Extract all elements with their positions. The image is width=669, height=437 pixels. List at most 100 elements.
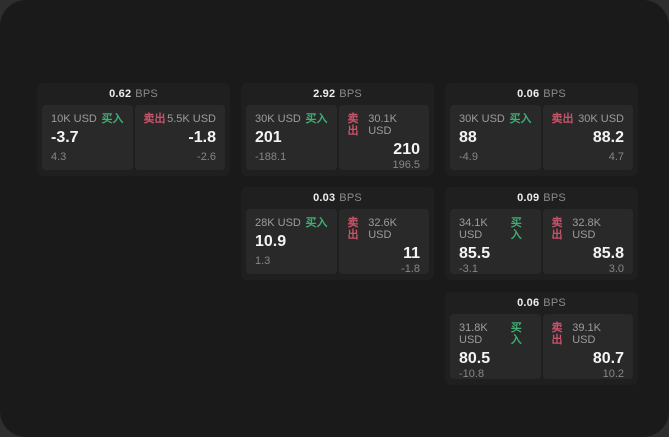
sell-tag: 卖出 bbox=[347, 217, 359, 241]
card-header: 0.06 BPS bbox=[445, 83, 638, 105]
quote-card: 0.06 BPS 31.8K USD 买入 80.5 -10.8 卖出 39.1… bbox=[445, 292, 638, 385]
sell-price: 85.8 bbox=[592, 245, 624, 262]
buy-meta-row: 31.8K USD 买入 bbox=[459, 322, 532, 346]
buy-delta: 4.3 bbox=[51, 151, 67, 163]
quote-card: 0.06 BPS 30K USD 买入 88 -4.9 卖出 30K USD 8… bbox=[445, 83, 638, 176]
buy-meta-row: 30K USD 买入 bbox=[459, 113, 532, 125]
sell-price: 88.2 bbox=[592, 129, 624, 146]
sell-size-label: 32.8K USD bbox=[572, 217, 601, 241]
bid-ask-panels: 34.1K USD 买入 85.5 -3.1 卖出 32.8K USD 85.8… bbox=[450, 209, 633, 275]
buy-tag: 买入 bbox=[305, 217, 328, 229]
sell-tag: 卖出 bbox=[551, 217, 563, 241]
buy-delta: -10.8 bbox=[459, 368, 485, 380]
sell-size-label: 32.6K USD bbox=[368, 217, 397, 241]
sell-meta-row: 卖出 32.8K USD bbox=[552, 217, 625, 241]
sell-size-label: 30.1K USD bbox=[368, 113, 397, 137]
bid-ask-panels: 30K USD 买入 88 -4.9 卖出 30K USD 88.2 4.7 bbox=[450, 105, 633, 170]
buy-tag: 买入 bbox=[101, 113, 124, 125]
buy-size-label: 30K USD bbox=[255, 113, 301, 125]
sell-tag: 卖出 bbox=[143, 113, 166, 125]
sell-meta-row: 卖出 30.1K USD bbox=[348, 113, 421, 137]
buy-meta-row: 34.1K USD 买入 bbox=[459, 217, 532, 241]
sell-panel[interactable]: 卖出 32.8K USD 85.8 3.0 bbox=[542, 209, 633, 275]
sell-panel[interactable]: 卖出 39.1K USD 80.7 10.2 bbox=[542, 314, 633, 380]
quote-card: 0.62 BPS 10K USD 买入 -3.7 4.3 卖出 5.5K USD… bbox=[37, 83, 230, 176]
buy-meta-row: 28K USD 买入 bbox=[255, 217, 328, 229]
buy-delta: -3.1 bbox=[459, 263, 478, 275]
buy-price: 85.5 bbox=[459, 245, 491, 262]
spread-bps-unit: BPS bbox=[135, 88, 158, 100]
sell-meta-row: 卖出 30K USD bbox=[552, 113, 625, 125]
spread-bps-value: 0.62 bbox=[109, 88, 132, 100]
buy-tag: 买入 bbox=[509, 113, 532, 125]
card-header: 0.09 BPS bbox=[445, 187, 638, 209]
sell-meta-row: 卖出 32.6K USD bbox=[348, 217, 421, 241]
spread-bps-unit: BPS bbox=[339, 88, 362, 100]
card-header: 0.62 BPS bbox=[37, 83, 230, 105]
bid-ask-panels: 31.8K USD 买入 80.5 -10.8 卖出 39.1K USD 80.… bbox=[450, 314, 633, 380]
sell-price: 210 bbox=[393, 141, 420, 158]
sell-meta-row: 卖出 5.5K USD bbox=[144, 113, 217, 125]
sell-delta: 4.7 bbox=[608, 151, 624, 163]
bid-ask-panels: 10K USD 买入 -3.7 4.3 卖出 5.5K USD -1.8 -2.… bbox=[42, 105, 225, 170]
bid-ask-panels: 30K USD 买入 201 -188.1 卖出 30.1K USD 210 1… bbox=[246, 105, 429, 171]
buy-meta-row: 30K USD 买入 bbox=[255, 113, 328, 125]
spread-bps-unit: BPS bbox=[543, 192, 566, 204]
sell-panel[interactable]: 卖出 30K USD 88.2 4.7 bbox=[542, 105, 633, 170]
buy-size-label: 31.8K USD bbox=[459, 322, 488, 346]
sell-panel[interactable]: 卖出 5.5K USD -1.8 -2.6 bbox=[134, 105, 225, 170]
buy-size-label: 28K USD bbox=[255, 217, 301, 229]
spread-bps-unit: BPS bbox=[543, 88, 566, 100]
buy-size-label: 34.1K USD bbox=[459, 217, 488, 241]
spread-bps-value: 0.09 bbox=[517, 192, 540, 204]
buy-delta: -4.9 bbox=[459, 151, 478, 163]
card-header: 0.06 BPS bbox=[445, 292, 638, 314]
sell-panel[interactable]: 卖出 30.1K USD 210 196.5 bbox=[338, 105, 429, 171]
buy-panel[interactable]: 31.8K USD 买入 80.5 -10.8 bbox=[450, 314, 541, 380]
buy-delta: -188.1 bbox=[255, 151, 287, 163]
buy-panel[interactable]: 30K USD 买入 88 -4.9 bbox=[450, 105, 541, 170]
buy-tag: 买入 bbox=[510, 322, 522, 346]
buy-size-label: 30K USD bbox=[459, 113, 505, 125]
sell-size-label: 30K USD bbox=[578, 113, 624, 125]
spread-bps-unit: BPS bbox=[339, 192, 362, 204]
card-header: 0.03 BPS bbox=[241, 187, 434, 209]
sell-tag: 卖出 bbox=[551, 113, 574, 125]
sell-size-label: 5.5K USD bbox=[167, 113, 216, 125]
buy-price: 201 bbox=[255, 129, 282, 146]
buy-size-label: 10K USD bbox=[51, 113, 97, 125]
spread-bps-unit: BPS bbox=[543, 297, 566, 309]
spread-bps-value: 0.06 bbox=[517, 297, 540, 309]
sell-price: 11 bbox=[403, 245, 420, 262]
buy-panel[interactable]: 30K USD 买入 201 -188.1 bbox=[246, 105, 337, 170]
buy-meta-row: 10K USD 买入 bbox=[51, 113, 124, 125]
buy-price: 10.9 bbox=[255, 233, 287, 250]
buy-panel[interactable]: 34.1K USD 买入 85.5 -3.1 bbox=[450, 209, 541, 275]
spread-bps-value: 2.92 bbox=[313, 88, 336, 100]
buy-panel[interactable]: 10K USD 买入 -3.7 4.3 bbox=[42, 105, 133, 170]
sell-delta: -1.8 bbox=[401, 263, 420, 275]
sell-delta: 196.5 bbox=[392, 159, 420, 171]
spread-bps-value: 0.06 bbox=[517, 88, 540, 100]
bid-ask-panels: 28K USD 买入 10.9 1.3 卖出 32.6K USD 11 -1.8 bbox=[246, 209, 429, 275]
card-header: 2.92 BPS bbox=[241, 83, 434, 105]
sell-meta-row: 卖出 39.1K USD bbox=[552, 322, 625, 346]
sell-tag: 卖出 bbox=[347, 113, 359, 137]
sell-size-label: 39.1K USD bbox=[572, 322, 601, 346]
buy-price: 88 bbox=[459, 129, 477, 146]
buy-price: -3.7 bbox=[51, 129, 79, 146]
sell-delta: 3.0 bbox=[608, 263, 624, 275]
sell-price: -1.8 bbox=[188, 129, 216, 146]
sell-panel[interactable]: 卖出 32.6K USD 11 -1.8 bbox=[338, 209, 429, 275]
buy-delta: 1.3 bbox=[255, 255, 271, 267]
sell-price: 80.7 bbox=[592, 350, 624, 367]
buy-tag: 买入 bbox=[305, 113, 328, 125]
sell-delta: -2.6 bbox=[197, 151, 216, 163]
buy-panel[interactable]: 28K USD 买入 10.9 1.3 bbox=[246, 209, 337, 274]
buy-price: 80.5 bbox=[459, 350, 491, 367]
buy-tag: 买入 bbox=[510, 217, 522, 241]
spread-bps-value: 0.03 bbox=[313, 192, 336, 204]
sell-tag: 卖出 bbox=[551, 322, 563, 346]
